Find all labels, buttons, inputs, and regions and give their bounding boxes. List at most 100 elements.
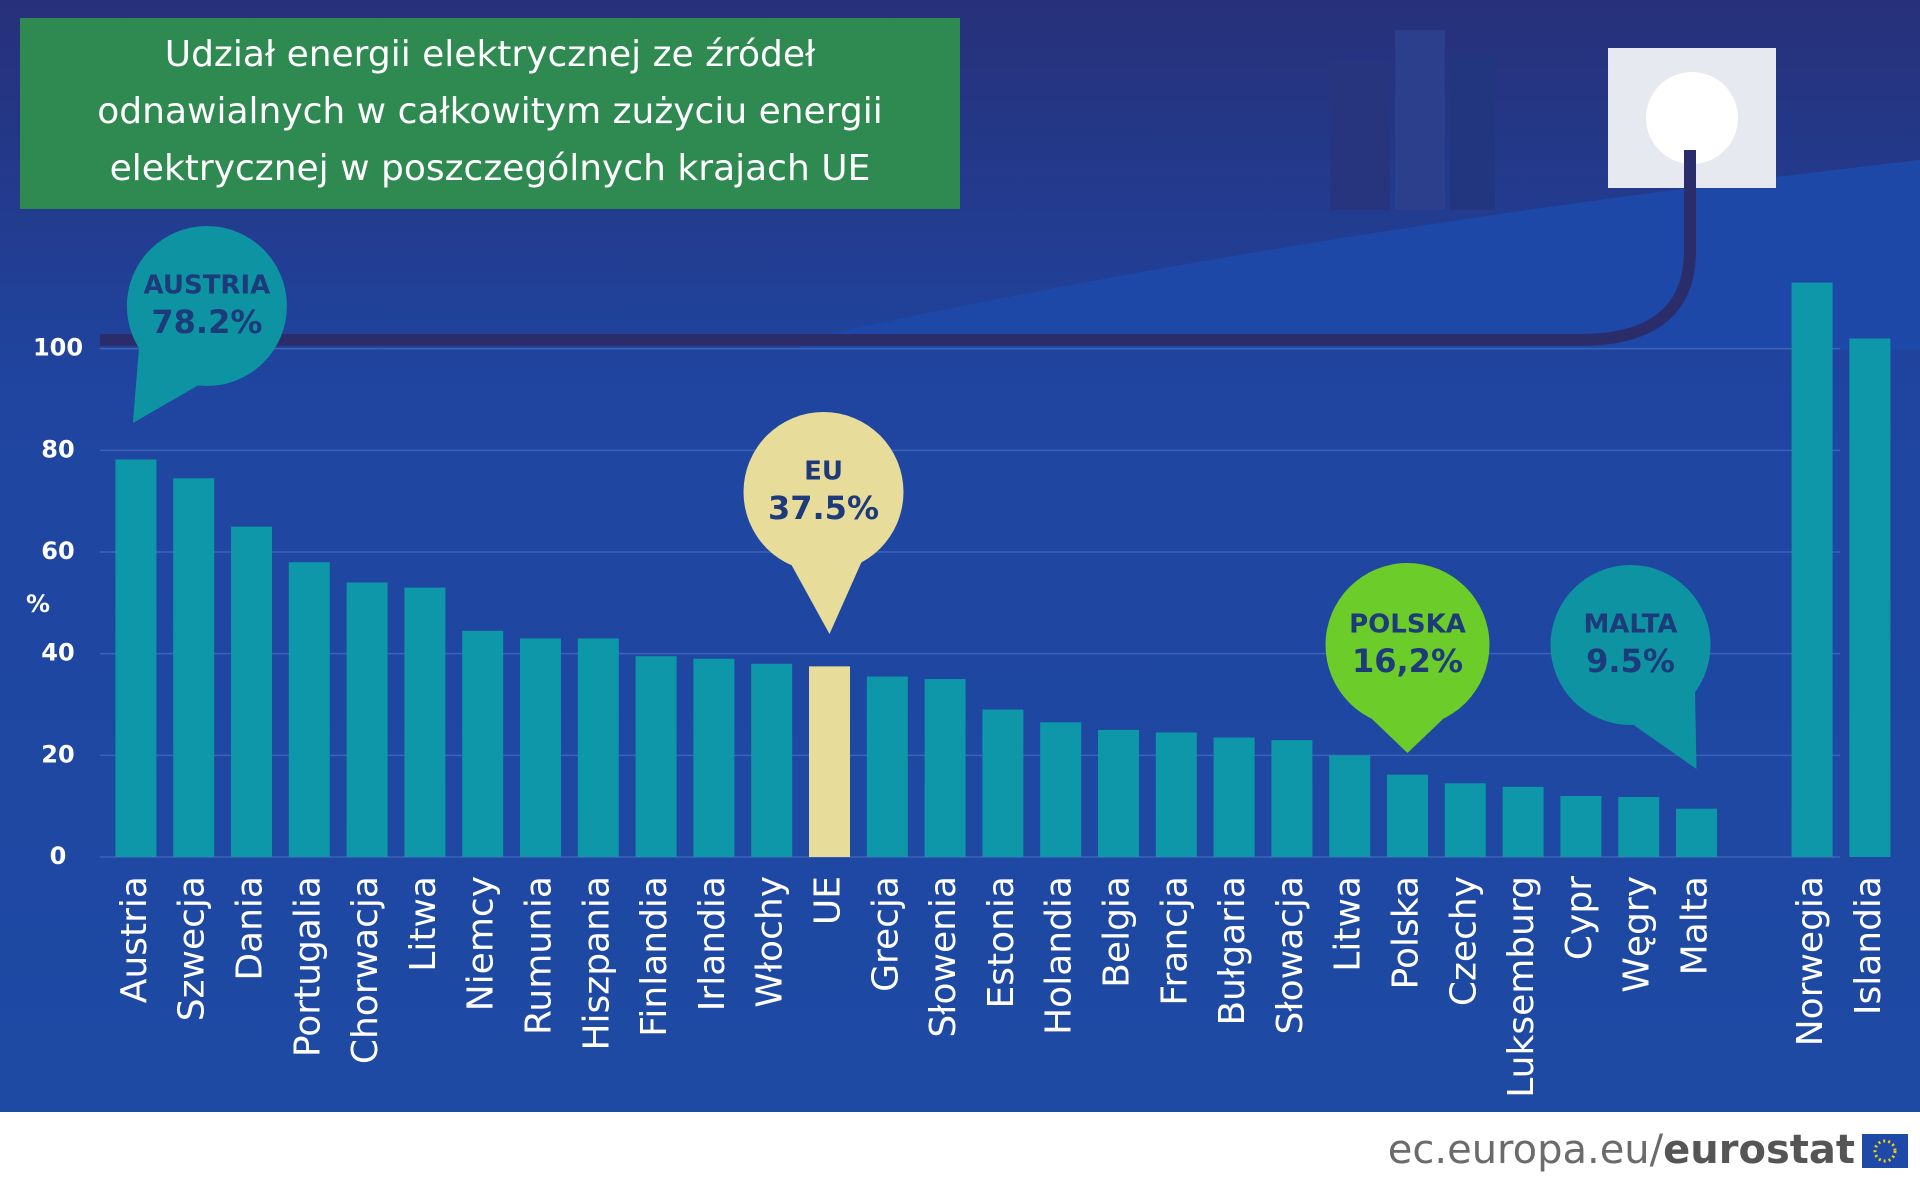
x-tick-label: Czechy xyxy=(1443,876,1484,1006)
callout-pointer xyxy=(1371,718,1444,753)
bar xyxy=(924,679,966,857)
callout xyxy=(1550,565,1711,725)
x-tick-label: Litwa xyxy=(1328,876,1369,972)
title-box xyxy=(20,18,960,209)
footer-site: ec.europa.eu/ xyxy=(1388,1127,1664,1173)
x-tick-label: Grecja xyxy=(865,876,906,992)
y-tick-label: 100 xyxy=(33,334,83,362)
eu-stars xyxy=(1873,1139,1897,1163)
footer-text: ec.europa.eu/eurostat xyxy=(1388,1127,1855,1173)
x-tick-label: Malta xyxy=(1675,876,1716,975)
callout-value: 16,2% xyxy=(1352,642,1463,680)
bar xyxy=(173,478,215,857)
chart-title: elektrycznej w poszczególnych krajach UE xyxy=(110,148,871,189)
bar xyxy=(1849,338,1891,857)
x-tick-label: Chorwacja xyxy=(345,876,386,1064)
cable xyxy=(100,150,1696,346)
building xyxy=(1330,60,1390,210)
callout-label: AUSTRIA xyxy=(144,271,271,301)
x-tick-label: Rumunia xyxy=(519,876,560,1035)
x-tick-label: Islandia xyxy=(1848,876,1889,1015)
x-tick-label: Bułgaria xyxy=(1212,876,1253,1026)
bar xyxy=(1040,722,1082,857)
x-tick-label: UE xyxy=(808,876,849,925)
callout-label: POLSKA xyxy=(1349,610,1466,640)
bar xyxy=(1098,729,1139,857)
callout xyxy=(743,412,904,572)
y-tick-label: 80 xyxy=(41,435,74,463)
x-tick-label: Słowacja xyxy=(1270,876,1311,1034)
callout-value: 37.5% xyxy=(768,489,879,527)
building xyxy=(1450,55,1495,210)
callout xyxy=(1325,563,1490,727)
y-tick-label: 20 xyxy=(41,740,74,768)
bar xyxy=(1213,737,1255,857)
bar xyxy=(635,656,677,857)
bar xyxy=(1271,740,1313,857)
bar xyxy=(809,666,850,857)
y-tick-label: 0 xyxy=(50,842,67,870)
callout-pointer xyxy=(132,348,198,423)
x-tick-label: Hiszpania xyxy=(576,876,617,1051)
bar xyxy=(1155,732,1197,857)
bar xyxy=(982,709,1024,857)
x-tick-label: Austria xyxy=(114,876,155,1003)
eu-flag xyxy=(1862,1134,1908,1168)
bar xyxy=(346,582,388,857)
bar xyxy=(693,658,735,857)
x-tick-label: Irlandia xyxy=(692,876,733,1011)
x-tick-label: Finlandia xyxy=(634,876,675,1037)
callout-label: EU xyxy=(804,457,843,487)
bar xyxy=(1387,774,1428,857)
x-tick-label: Węgry xyxy=(1617,876,1658,993)
bar xyxy=(1444,783,1486,857)
callout-value: 78.2% xyxy=(151,303,262,341)
callout-pointer xyxy=(1633,692,1697,769)
bar xyxy=(1676,808,1717,857)
callout-pointer xyxy=(791,562,862,634)
socket-hole xyxy=(1646,72,1738,164)
bar xyxy=(1329,755,1371,857)
bar xyxy=(1560,796,1602,857)
x-tick-label: Luksemburg xyxy=(1501,876,1542,1098)
bar xyxy=(866,676,908,857)
bar xyxy=(520,638,561,857)
footer xyxy=(0,1112,1920,1204)
bar xyxy=(1791,282,1833,857)
y-tick-label: 40 xyxy=(41,639,74,667)
bar xyxy=(404,587,446,857)
bar xyxy=(231,526,272,857)
y-tick-label: 60 xyxy=(41,537,74,565)
x-tick-label: Estonia xyxy=(981,876,1022,1009)
x-tick-label: Włochy xyxy=(750,876,791,1008)
x-tick-label: Szwecja xyxy=(172,876,213,1021)
x-tick-label: Holandia xyxy=(1039,876,1080,1035)
callout-label: MALTA xyxy=(1583,610,1677,640)
x-tick-label: Słowenia xyxy=(923,876,964,1038)
bar xyxy=(115,459,157,857)
building xyxy=(1395,30,1445,210)
footer-brand: eurostat xyxy=(1663,1127,1855,1173)
x-tick-label: Belgia xyxy=(1097,876,1138,988)
chart-title: odnawialnych w całkowitym zużyciu energi… xyxy=(97,91,882,132)
x-tick-label: Dania xyxy=(230,876,271,981)
x-tick-label: Francja xyxy=(1154,876,1195,1006)
chart-title: Udział energii elektrycznej ze źródeł xyxy=(165,34,816,75)
bar xyxy=(462,630,504,857)
x-tick-label: Litwa xyxy=(403,876,444,972)
bar xyxy=(1618,797,1660,857)
callout-value: 9.5% xyxy=(1586,642,1675,680)
x-tick-label: Polska xyxy=(1386,876,1427,989)
x-tick-label: Norwegia xyxy=(1790,876,1831,1046)
bar xyxy=(577,638,619,857)
hill xyxy=(800,160,1920,350)
callout xyxy=(126,226,287,386)
x-tick-label: Portugalia xyxy=(287,876,328,1057)
bar xyxy=(1502,786,1544,857)
x-tick-label: Cypr xyxy=(1559,876,1600,960)
x-tick-label: Niemcy xyxy=(461,876,502,1011)
bar xyxy=(288,562,330,857)
y-axis-label: % xyxy=(26,590,50,618)
